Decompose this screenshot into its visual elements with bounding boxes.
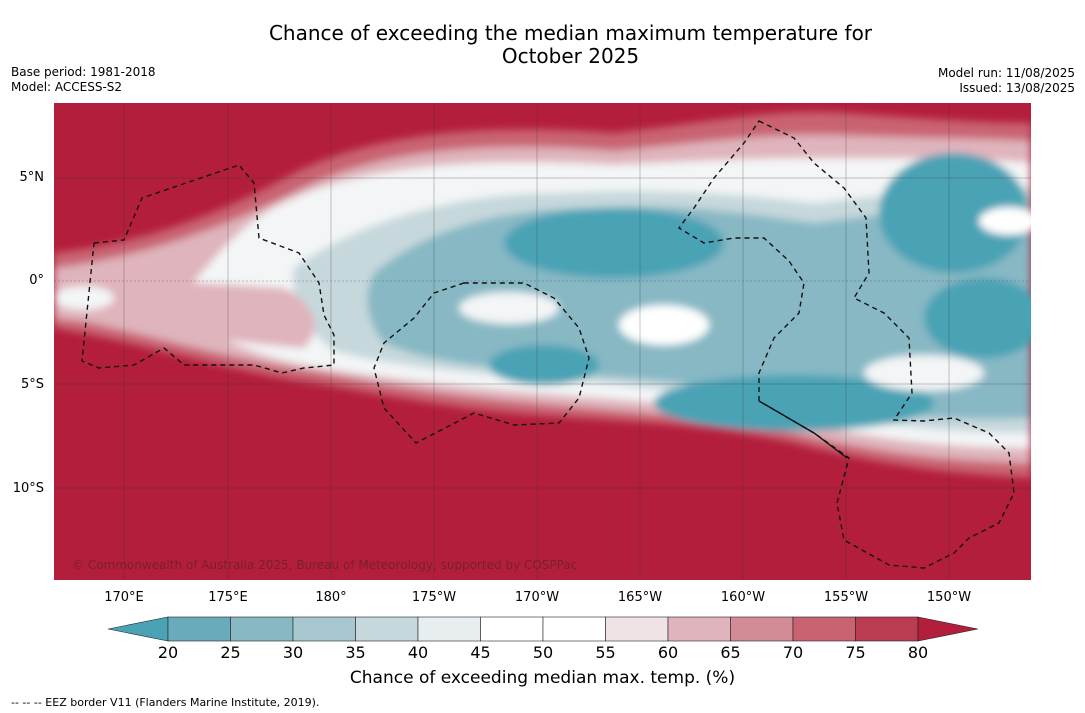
neutral-patch-1 <box>619 305 709 345</box>
colorbar-cell <box>667 616 731 642</box>
lon-label-150w: 150°W <box>926 590 972 605</box>
western-white-patch <box>54 286 114 310</box>
neutral-patch-2 <box>864 355 984 391</box>
title-line-1: Chance of exceeding the median maximum t… <box>268 21 873 45</box>
lat-label-0: 0° <box>29 273 44 288</box>
colorbar-high-extension <box>917 616 978 642</box>
colorbar-tick-label: 70 <box>782 643 804 662</box>
base-period-text: Base period: 1981-2018 <box>11 65 156 79</box>
copyright-text: © Commonwealth of Australia 2025, Bureau… <box>72 558 578 572</box>
lon-label-160w: 160°W <box>720 590 766 605</box>
colorbar-cell <box>855 616 919 642</box>
anomaly-core-northeast <box>879 153 1029 273</box>
colorbar-tick-label: 65 <box>720 643 741 662</box>
meta-left: Base period: 1981-2018 Model: ACCESS-S2 <box>11 65 156 95</box>
lat-label-5s: 5°S <box>20 377 44 392</box>
lon-label-155w: 155°W <box>823 590 869 605</box>
colorbar-tick-label: 45 <box>470 643 491 662</box>
colorbar-tick-label: 20 <box>157 643 179 662</box>
colorbar-cell <box>417 616 481 642</box>
colorbar-tick-label: 75 <box>845 643 866 662</box>
colorbar-cell <box>480 616 544 642</box>
colorbar-cell <box>542 616 606 642</box>
lon-label-165w: 165°W <box>617 590 663 605</box>
lat-label-10s: 10°S <box>12 481 44 496</box>
colorbar-cell <box>292 616 356 642</box>
colorbar-tick-label: 50 <box>532 643 554 662</box>
colorbar-cell <box>792 616 856 642</box>
colorbar-low-extension <box>108 616 169 642</box>
issued-text: Issued: 13/08/2025 <box>959 81 1075 95</box>
model-text: Model: ACCESS-S2 <box>11 80 123 94</box>
lon-label-175w: 175°W <box>411 590 457 605</box>
lon-label-175e: 175°E <box>208 590 248 605</box>
anomaly-core-south <box>654 375 934 431</box>
lat-label-5n: 5°N <box>19 170 45 185</box>
colorbar-tick-label: 30 <box>282 643 304 662</box>
colorbar-cell <box>355 616 419 642</box>
western-pink-region <box>54 280 315 348</box>
map-title: Chance of exceeding the median maximum t… <box>28 22 1085 68</box>
eez-legend-note: -- -- -- EEZ border V11 (Flanders Marine… <box>11 696 320 709</box>
colorbar-tick-label: 60 <box>657 643 679 662</box>
lon-label-170w: 170°W <box>514 590 560 605</box>
colorbar-cell <box>605 616 669 642</box>
colorbar-tick-label: 80 <box>907 643 929 662</box>
eez-inner-line <box>758 400 848 459</box>
lon-label-180: 180° <box>315 590 347 605</box>
title-line-2: October 2025 <box>501 44 640 68</box>
colorbar-tick-label: 35 <box>345 643 366 662</box>
graticule <box>54 103 1031 580</box>
neutral-patch-3 <box>979 207 1031 235</box>
colorbar-title: Chance of exceeding median max. temp. (%… <box>349 668 736 688</box>
anomaly-core-east <box>924 278 1031 358</box>
colorbar <box>108 616 978 642</box>
forecast-map <box>54 103 1031 580</box>
colorbar-tick-label: 40 <box>407 643 429 662</box>
meta-right: Model run: 11/08/2025 Issued: 13/08/2025 <box>938 66 1075 96</box>
eez-borders <box>81 120 1015 569</box>
anomaly-core-west <box>504 208 724 278</box>
model-run-text: Model run: 11/08/2025 <box>937 66 1075 80</box>
colorbar-cell <box>167 616 231 642</box>
lon-label-170e: 170°E <box>104 590 144 605</box>
colorbar-cell <box>730 616 794 642</box>
colorbar-tick-label: 25 <box>220 643 241 662</box>
colorbar-cell <box>230 616 294 642</box>
anomaly-core-central <box>489 345 599 385</box>
colorbar-tick-label: 55 <box>595 643 616 662</box>
neutral-patch-4 <box>459 292 559 324</box>
